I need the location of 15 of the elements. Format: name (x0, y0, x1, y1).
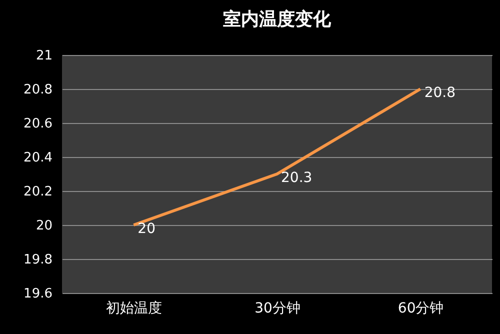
y-tick-label: 20.2 (24, 184, 52, 200)
x-tick-label: 60分钟 (398, 300, 444, 316)
y-tick-label: 21 (36, 48, 52, 64)
y-tick-label: 20.8 (24, 82, 52, 98)
y-tick-label: 20.6 (24, 116, 52, 132)
y-tick-label: 20.4 (24, 150, 52, 166)
y-tick-label: 19.8 (24, 252, 52, 268)
data-label: 20.3 (281, 170, 312, 186)
data-label: 20 (138, 221, 156, 237)
y-tick-label: 20 (36, 218, 52, 234)
chart-title: 室内温度变化 (223, 9, 332, 30)
y-tick-label: 19.6 (24, 286, 52, 302)
x-tick-label: 初始温度 (106, 300, 162, 316)
data-label: 20.8 (424, 85, 456, 101)
x-tick-label: 30分钟 (254, 300, 300, 316)
